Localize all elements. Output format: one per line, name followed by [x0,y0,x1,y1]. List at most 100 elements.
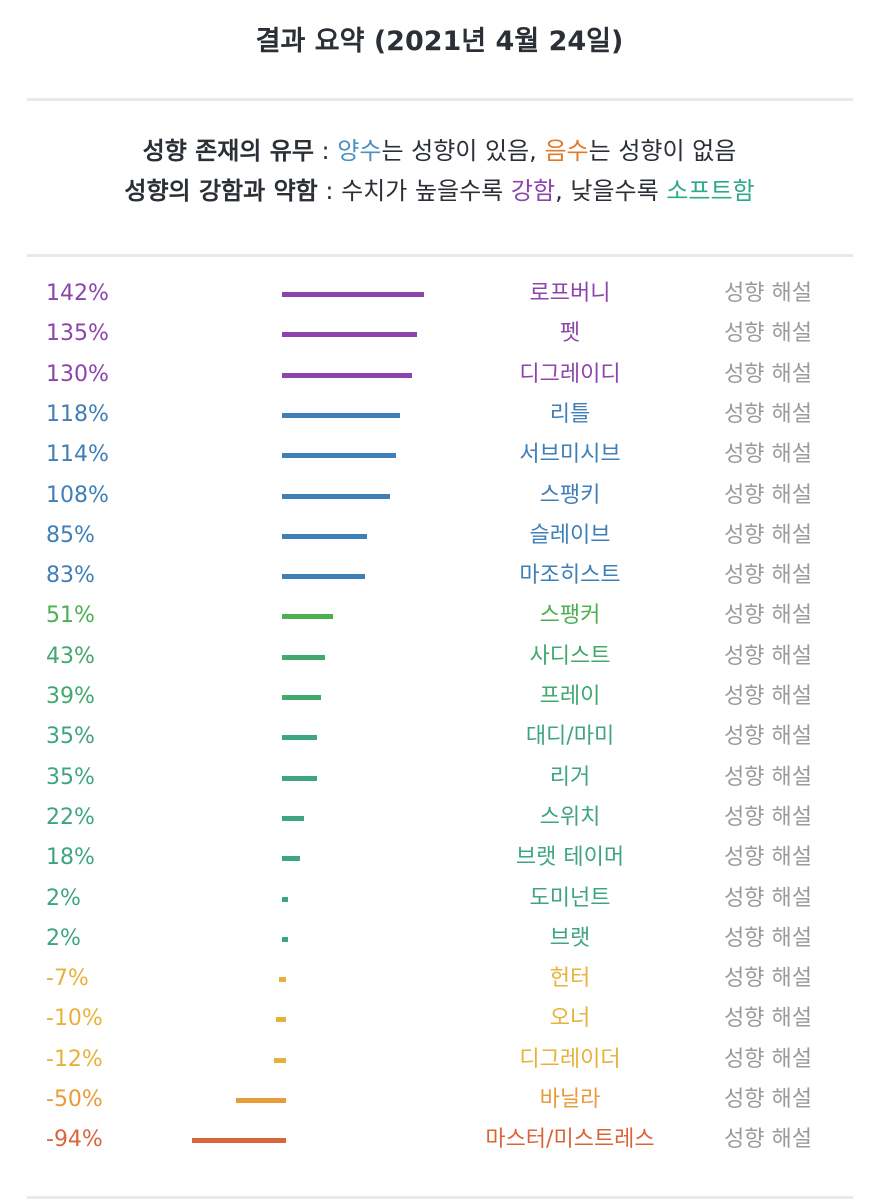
chart-row: 18% 브랫 테이머 성향 해설 [0,838,879,878]
trait-description-link[interactable]: 성향 해설 [724,684,812,709]
value-bar [282,654,325,660]
trait-description-link[interactable]: 성향 해설 [724,442,812,468]
trait-description-link[interactable]: 성향 해설 [724,1006,812,1032]
chart-row: -94% 마스터/미스트레스 성향 해설 [0,1120,879,1160]
trait-name: 브랫 테이머 [515,845,625,871]
chart-row: 130% 디그레이디 성향 해설 [0,355,879,395]
value-label: 135% [46,321,109,347]
legend-presence-label: 성향 존재의 유무 [142,137,314,165]
trait-description-link[interactable]: 성향 해설 [724,885,812,911]
value-label: 108% [46,482,109,508]
value-label: 85% [46,522,95,548]
value-bar [282,332,417,338]
value-label: -50% [46,1087,103,1112]
value-bar [282,292,424,297]
value-label: 35% [46,724,95,750]
trait-description-link[interactable]: 성향 해설 [724,845,812,871]
trait-name: 마조히스트 [519,563,621,589]
legend-strength-label: 성향의 강함과 약함 [124,177,318,205]
trait-name: 서브미시브 [519,442,621,468]
legend-divider [27,254,853,257]
chart-row: 83% 마조히스트 성향 해설 [0,556,879,596]
trait-description-link[interactable]: 성향 해설 [724,603,812,629]
chart-row: -10% 오너 성향 해설 [0,999,879,1039]
chart-row: 2% 도미넌트 성향 해설 [0,879,879,919]
trait-description-link[interactable]: 성향 해설 [724,1046,812,1072]
value-bar [282,735,317,741]
value-bar [282,574,365,580]
value-bar [282,896,288,902]
trait-name: 도미넌트 [529,885,611,911]
trait-name: 스팽키 [539,482,601,508]
chart-row: -12% 디그레이더 성향 해설 [0,1040,879,1080]
chart-row: -50% 바닐라 성향 해설 [0,1080,879,1120]
trait-name: 헌터 [549,966,591,992]
value-label: -12% [46,1046,103,1072]
trait-description-link[interactable]: 성향 해설 [724,321,812,347]
trait-description-link[interactable]: 성향 해설 [724,482,812,508]
chart-row: 135% 펫 성향 해설 [0,314,879,354]
value-bar [282,815,304,821]
chart-row: 43% 사디스트 성향 해설 [0,637,879,677]
bottom-divider [27,1196,853,1199]
value-bar [282,936,288,942]
legend-strength-mid2: , 낮을수록 [555,177,667,205]
legend-positive-rest: 는 성향이 있음, [381,137,545,165]
value-label: -94% [46,1127,103,1153]
trait-description-link[interactable]: 성향 해설 [724,1127,812,1153]
trait-description-link[interactable]: 성향 해설 [724,764,812,790]
value-label: 118% [46,401,109,427]
trait-name: 대디/마미 [525,724,615,750]
value-label: 142% [46,281,109,306]
trait-description-link[interactable]: 성향 해설 [724,1087,812,1112]
value-label: 35% [46,764,95,790]
legend-strength-sep: : [317,177,342,205]
value-bar [282,493,390,499]
trait-description-link[interactable]: 성향 해설 [724,281,812,306]
trait-name: 바닐라 [539,1087,601,1112]
chart-row: 85% 슬레이브 성향 해설 [0,516,879,556]
value-label: 51% [46,603,95,629]
value-label: 2% [46,885,81,911]
chart-row: 142% 로프버니 성향 해설 [0,274,879,314]
legend-negative-rest: 는 성향이 없음 [588,137,737,165]
top-divider [27,98,853,101]
chart-row: 108% 스팽키 성향 해설 [0,476,879,516]
legend-presence-sep: : [313,137,338,165]
value-bar [282,453,396,459]
value-bar [282,775,317,781]
trait-name: 로프버니 [529,281,611,306]
value-label: 114% [46,442,109,468]
chart-row: 35% 대디/마미 성향 해설 [0,717,879,757]
trait-name: 프레이 [539,684,601,709]
chart-row: 114% 서브미시브 성향 해설 [0,435,879,475]
trait-description-link[interactable]: 성향 해설 [724,361,812,387]
trait-description-link[interactable]: 성향 해설 [724,925,812,951]
value-bar [279,977,286,983]
trait-name: 스위치 [539,804,601,830]
trait-description-link[interactable]: 성향 해설 [724,563,812,589]
value-bar [236,1098,286,1103]
trait-description-link[interactable]: 성향 해설 [724,724,812,750]
value-bar [282,695,321,700]
trait-name: 디그레이디 [519,361,621,387]
page-title: 결과 요약 (2021년 4월 24일) [255,26,624,57]
legend-positive-word: 양수 [337,137,382,165]
value-label: 39% [46,684,95,709]
legend-strong-word: 강함 [510,177,556,205]
value-label: 130% [46,361,109,387]
value-label: 83% [46,563,95,589]
legend-line-presence: 성향 존재의 유무 : 양수는 성향이 있음, 음수는 성향이 없음 [0,132,879,170]
trait-name: 디그레이더 [519,1046,621,1072]
trait-description-link[interactable]: 성향 해설 [724,966,812,992]
legend-line-strength: 성향의 강함과 약함 : 수치가 높을수록 강함, 낮을수록 소프트함 [0,172,879,210]
trait-description-link[interactable]: 성향 해설 [724,643,812,669]
value-bar [282,533,367,539]
trait-name: 리틀 [549,401,591,427]
value-bar [282,614,333,620]
value-bar [274,1057,286,1063]
trait-description-link[interactable]: 성향 해설 [724,804,812,830]
trait-description-link[interactable]: 성향 해설 [724,401,812,427]
trait-description-link[interactable]: 성향 해설 [724,522,812,548]
chart-row: 118% 리틀 성향 해설 [0,395,879,435]
